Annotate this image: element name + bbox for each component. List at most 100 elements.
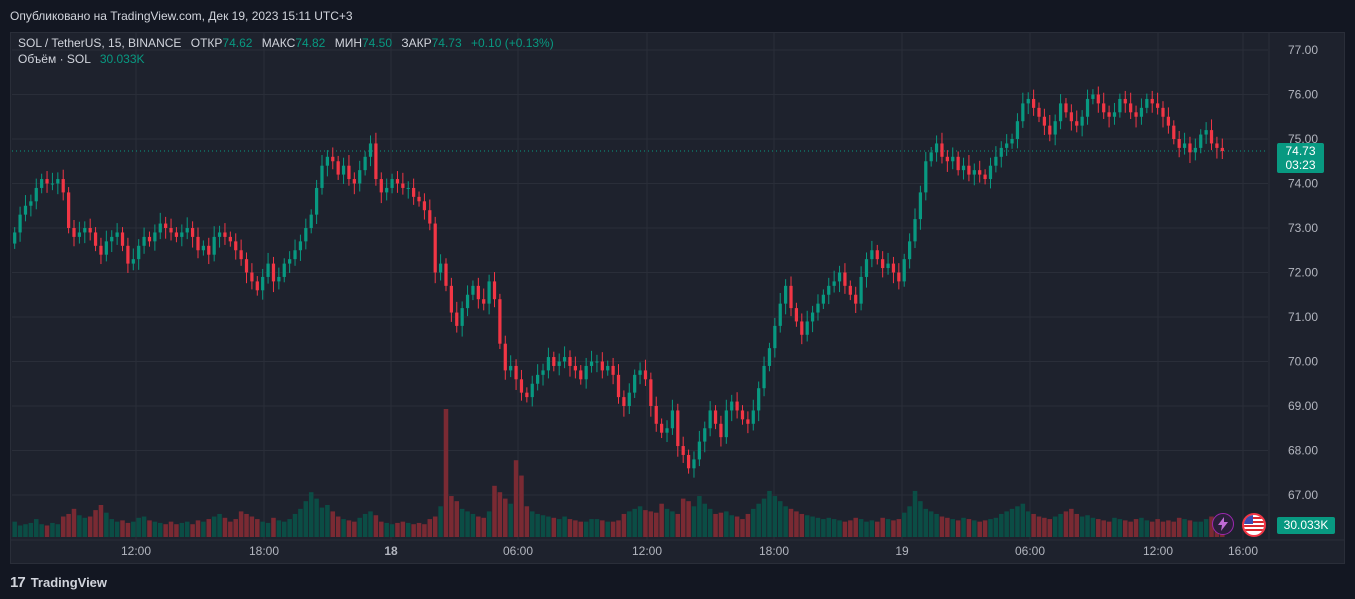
candle-body — [1031, 98, 1036, 108]
bolt-icon[interactable] — [1212, 513, 1234, 535]
us-flag-icon[interactable] — [1242, 513, 1266, 537]
volume-bar — [1193, 521, 1198, 537]
volume-bar — [98, 505, 104, 537]
candle-body — [1069, 112, 1073, 122]
volume-bar — [1069, 508, 1074, 537]
volume-bar — [680, 498, 686, 537]
volume-bar — [562, 516, 567, 537]
volume-bar — [201, 521, 206, 537]
ohlc-legend: SOL / TetherUS, 15, BINANCE ОТКР74.62 МА… — [18, 36, 554, 50]
volume-bar — [1063, 511, 1069, 537]
candle-body — [325, 156, 329, 166]
candle-body — [471, 285, 475, 295]
candle-body — [967, 165, 971, 175]
candle-body — [1091, 94, 1095, 99]
open-label: ОТКР — [190, 36, 223, 50]
candle-body — [562, 357, 567, 362]
candle-body — [352, 179, 356, 184]
candle-body — [573, 365, 577, 371]
candle-body — [1064, 103, 1068, 113]
volume-bar — [918, 501, 923, 537]
symbol-label[interactable]: SOL / TetherUS, 15, BINANCE — [18, 36, 182, 50]
candle-body — [595, 361, 599, 363]
x-tick-label: 19 — [895, 544, 909, 558]
candle-body — [1080, 116, 1084, 126]
volume-bar — [880, 517, 885, 537]
volume-bar — [519, 475, 524, 537]
volume-bar — [93, 510, 98, 537]
volume-bar — [465, 511, 470, 537]
candle-body — [1220, 147, 1224, 152]
volume-bar — [1009, 508, 1015, 537]
tradingview-logo-icon[interactable]: 17 — [10, 574, 26, 591]
volume-label[interactable]: Объём · SOL — [18, 52, 91, 66]
volume-bar — [82, 517, 88, 537]
candle-body — [115, 232, 119, 237]
volume-bar — [896, 519, 902, 537]
candle-body — [762, 365, 766, 389]
volume-bar — [1155, 519, 1160, 537]
volume-bar — [869, 520, 875, 537]
candle-body — [676, 410, 680, 447]
volume-bar — [1090, 517, 1096, 537]
candle-body — [422, 201, 427, 211]
candle-body — [99, 245, 103, 255]
volume-bar — [125, 522, 131, 537]
volume-bar — [39, 524, 44, 537]
candle-body — [525, 392, 529, 398]
volume-bar — [891, 520, 896, 537]
volume-bar — [389, 524, 395, 537]
volume-bar — [573, 520, 578, 537]
candle-body — [271, 263, 276, 282]
volume-bar — [454, 501, 460, 537]
candle-body — [843, 272, 847, 286]
volume-bar — [217, 513, 222, 537]
volume-bar — [44, 525, 50, 537]
y-tick-label: 68.00 — [1288, 444, 1318, 458]
candle-body — [961, 165, 966, 171]
candle-body — [158, 223, 162, 233]
candle-body — [978, 170, 982, 175]
candle-body — [104, 241, 108, 255]
volume-bar — [837, 520, 842, 537]
candle-body — [886, 263, 890, 269]
candle-body — [77, 232, 82, 237]
candle-body — [870, 250, 874, 260]
volume-bar — [556, 519, 562, 537]
candle-body — [487, 281, 491, 304]
volume-bar — [66, 513, 71, 537]
candle-body — [83, 228, 87, 233]
volume-bar — [653, 512, 659, 537]
x-tick-label: 06:00 — [503, 544, 533, 558]
candle-body — [1021, 103, 1025, 122]
volume-bar — [195, 520, 201, 537]
candle-body — [881, 259, 885, 269]
volume-bar — [1052, 516, 1058, 537]
volume-bar — [400, 521, 406, 537]
candle-body — [482, 299, 486, 304]
volume-bar — [384, 522, 389, 537]
candle-body — [190, 228, 195, 237]
candle-body — [703, 428, 707, 442]
volume-bar — [292, 513, 298, 537]
candle-body — [983, 174, 987, 180]
volume-bar — [578, 521, 584, 537]
volume-bar — [271, 517, 276, 537]
chart-panel[interactable] — [10, 32, 1345, 564]
candle-body — [1010, 139, 1014, 144]
candle-body — [244, 259, 249, 273]
candle-body — [778, 303, 782, 326]
candle-body — [514, 365, 518, 380]
volume-legend: Объём · SOL 30.033K — [18, 52, 145, 66]
volume-bar — [1171, 521, 1177, 537]
candle-body — [875, 250, 879, 260]
brand-name[interactable]: TradingView — [30, 575, 108, 590]
candle-body — [611, 365, 615, 375]
candle-body — [794, 308, 799, 322]
candle-body — [584, 365, 588, 380]
volume-bar — [1036, 516, 1042, 537]
candle-body — [945, 156, 949, 162]
candle-body — [29, 201, 33, 206]
volume-bar — [783, 506, 788, 537]
